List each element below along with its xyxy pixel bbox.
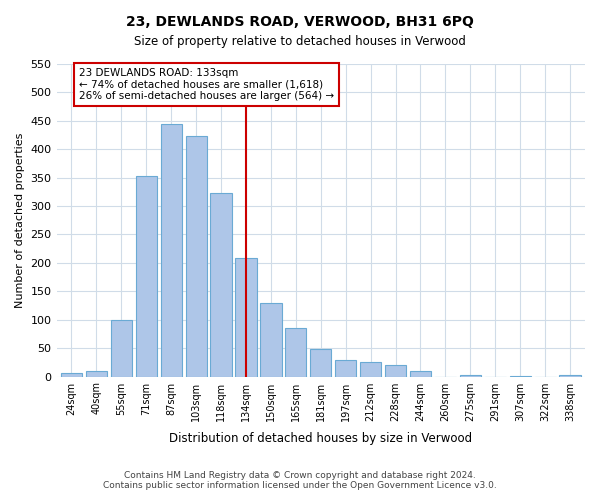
Bar xyxy=(136,176,157,376)
Bar xyxy=(86,371,107,376)
Bar xyxy=(360,362,381,376)
Bar xyxy=(385,365,406,376)
Text: 23, DEWLANDS ROAD, VERWOOD, BH31 6PQ: 23, DEWLANDS ROAD, VERWOOD, BH31 6PQ xyxy=(126,15,474,29)
X-axis label: Distribution of detached houses by size in Verwood: Distribution of detached houses by size … xyxy=(169,432,472,445)
Bar xyxy=(235,258,257,376)
Bar xyxy=(61,372,82,376)
Bar xyxy=(335,360,356,376)
Bar xyxy=(211,193,232,376)
Text: 23 DEWLANDS ROAD: 133sqm
← 74% of detached houses are smaller (1,618)
26% of sem: 23 DEWLANDS ROAD: 133sqm ← 74% of detach… xyxy=(79,68,334,101)
Bar xyxy=(260,302,281,376)
Bar xyxy=(185,136,207,376)
Bar xyxy=(310,350,331,376)
Bar xyxy=(111,320,132,376)
Bar xyxy=(161,124,182,376)
Y-axis label: Number of detached properties: Number of detached properties xyxy=(15,132,25,308)
Bar xyxy=(410,371,431,376)
Text: Size of property relative to detached houses in Verwood: Size of property relative to detached ho… xyxy=(134,35,466,48)
Bar xyxy=(285,328,307,376)
Text: Contains HM Land Registry data © Crown copyright and database right 2024.
Contai: Contains HM Land Registry data © Crown c… xyxy=(103,470,497,490)
